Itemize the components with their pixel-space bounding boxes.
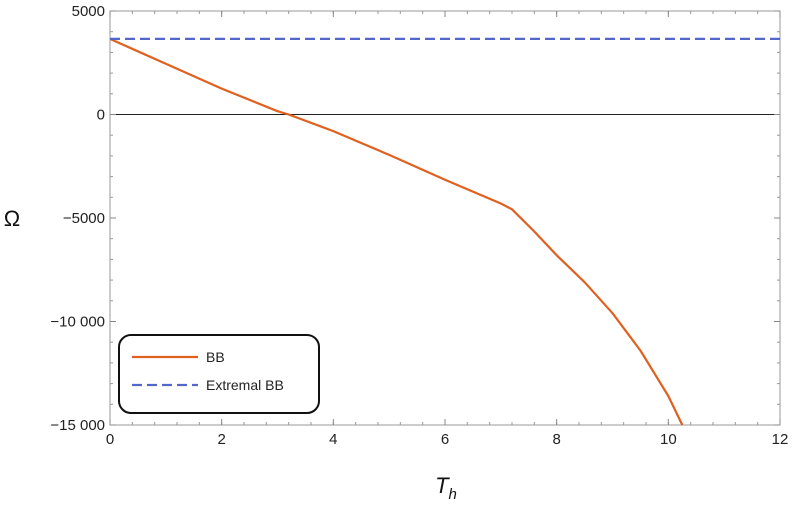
legend-label-extremal-bb: Extremal BB (206, 377, 284, 393)
legend: BB Extremal BB (118, 334, 320, 414)
x-tick-label: 0 (106, 431, 114, 448)
x-axis-title: Th (435, 473, 457, 500)
series-line-bb (109, 37, 684, 426)
x-tick-label: 12 (772, 431, 789, 448)
legend-label-bb: BB (206, 349, 225, 365)
y-tick-label: −15 000 (50, 417, 105, 434)
legend-box (118, 334, 320, 414)
y-axis-title: Ω (4, 206, 20, 231)
x-tick-label: 6 (441, 431, 449, 448)
x-tick-label: 4 (329, 431, 337, 448)
x-axis-title-main: T (435, 473, 450, 498)
y-tick-label: 0 (97, 107, 105, 124)
x-tick-label: 8 (552, 431, 560, 448)
x-tick-label: 10 (660, 431, 677, 448)
x-axis-title-subscript: h (449, 486, 457, 500)
y-tick-labels: 5000 0 −5000 −10 000 −15 000 (50, 3, 105, 434)
y-tick-label: 5000 (72, 3, 105, 20)
series-layer (109, 37, 780, 426)
y-tick-label: −5000 (63, 210, 105, 227)
major-ticks (109, 10, 781, 426)
x-tick-labels: 0 2 4 6 8 10 12 (106, 431, 789, 448)
x-tick-label: 2 (217, 431, 225, 448)
y-tick-label: −10 000 (50, 314, 105, 331)
